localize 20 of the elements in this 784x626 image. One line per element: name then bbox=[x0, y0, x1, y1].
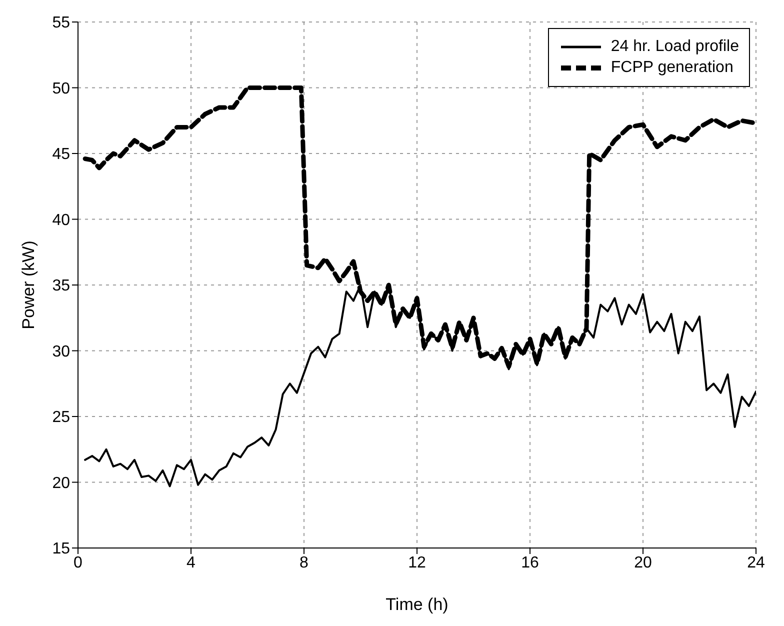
x-tick-label: 20 bbox=[634, 554, 652, 572]
x-tick-label: 16 bbox=[521, 554, 539, 572]
legend-label: 24 hr. Load profile bbox=[610, 38, 739, 56]
y-tick-label: 40 bbox=[52, 212, 70, 229]
y-tick-label: 25 bbox=[52, 409, 70, 426]
y-axis-title: Power (kW) bbox=[19, 240, 38, 330]
y-tick-label: 15 bbox=[52, 540, 70, 558]
y-tick-label: 50 bbox=[52, 80, 70, 98]
x-tick-label: 8 bbox=[300, 554, 309, 572]
x-tick-label: 0 bbox=[74, 554, 83, 572]
x-tick-label: 24 bbox=[747, 554, 765, 572]
y-tick-label: 30 bbox=[52, 343, 70, 360]
legend-label: FCPP generation bbox=[610, 59, 734, 77]
y-tick-label: 35 bbox=[52, 278, 70, 295]
x-axis-title: Time (h) bbox=[386, 595, 448, 614]
y-tick-label: 55 bbox=[52, 14, 70, 32]
x-tick-label: 12 bbox=[408, 554, 426, 572]
x-tick-label: 4 bbox=[186, 554, 196, 572]
y-tick-label: 45 bbox=[52, 146, 70, 164]
y-tick-label: 20 bbox=[52, 474, 70, 492]
